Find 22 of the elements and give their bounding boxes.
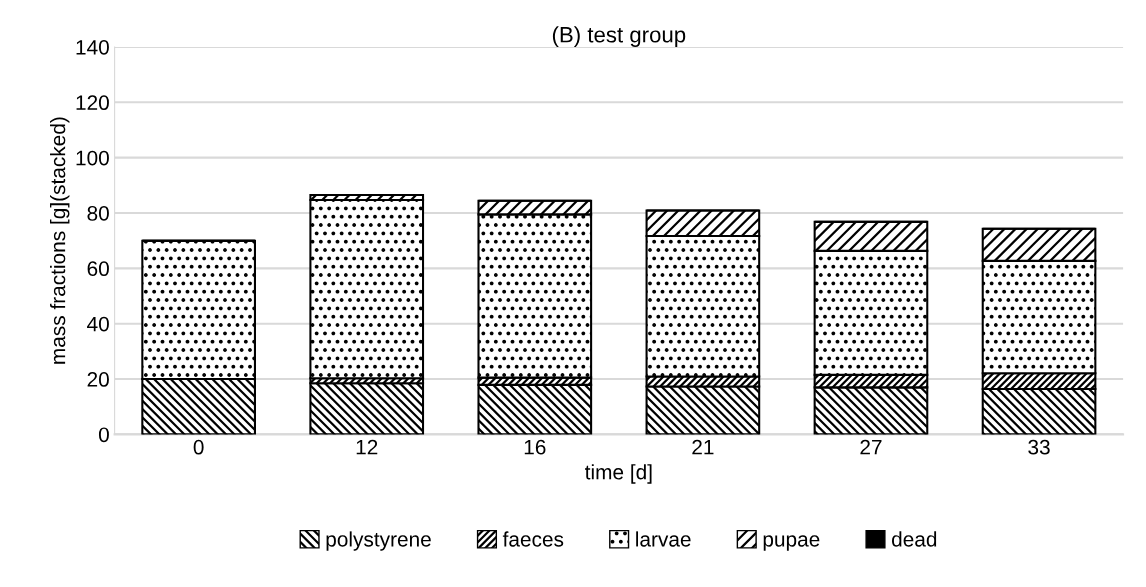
x-axis-title: time [d] [585, 464, 652, 484]
y-tick-label: 40 [87, 316, 109, 332]
legend-label: pupae [763, 535, 820, 551]
x-tick-label: 0 [193, 439, 204, 455]
y-tick-label: 80 [87, 206, 109, 221]
chart-title: (B) test group [552, 26, 686, 47]
y-tick-label: 120 [76, 95, 109, 111]
legend-label: polystyrene [326, 531, 431, 551]
legend-label: dead [892, 531, 937, 547]
x-tick-label: 21 [692, 439, 714, 455]
legend-label: larvae [636, 531, 691, 547]
x-tick-label: 33 [1028, 439, 1050, 455]
y-axis-title: mass fractions [g](stacked) [50, 117, 70, 364]
x-tick-label: 12 [356, 439, 378, 455]
x-tick-label: 27 [860, 439, 882, 455]
x-tick-label: 16 [524, 439, 546, 455]
y-tick-label: 60 [87, 261, 109, 277]
y-tick-label: 100 [76, 150, 109, 166]
y-tick-label: 140 [76, 39, 109, 55]
y-tick-label: 0 [98, 427, 109, 443]
legend-label: faeces [502, 531, 564, 547]
y-tick-label: 20 [87, 372, 109, 387]
